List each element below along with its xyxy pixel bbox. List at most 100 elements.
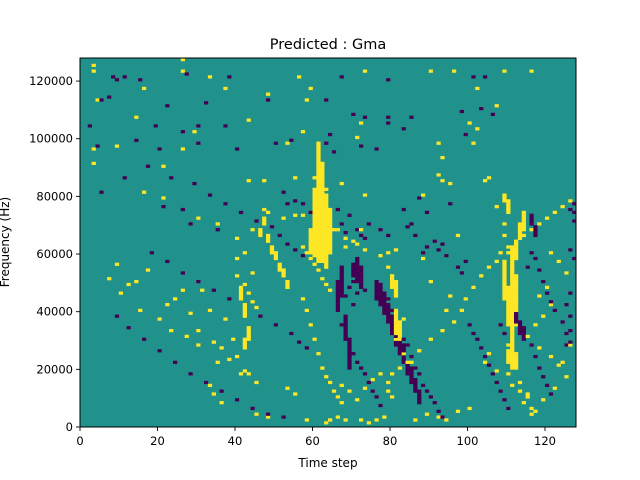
- heatmap-cell-low: [417, 392, 422, 396]
- heatmap-cell-low: [207, 193, 213, 197]
- heatmap-cell-low: [339, 222, 344, 226]
- heatmap-cell-high: [215, 222, 220, 226]
- heatmap-cell-high: [316, 207, 321, 212]
- heatmap-cell-high: [320, 179, 325, 183]
- heatmap-cell-high: [339, 401, 344, 405]
- heatmap-cell-high: [506, 320, 511, 324]
- heatmap-cell-low: [351, 265, 356, 269]
- heatmap-cell-low: [537, 366, 542, 370]
- heatmap-cell-high: [506, 354, 511, 359]
- plot-area: [80, 58, 577, 427]
- heatmap-cell-low: [386, 121, 391, 125]
- heatmap-cell-low: [180, 130, 185, 134]
- heatmap-cell-high: [506, 202, 511, 206]
- heatmap-cell-high: [316, 251, 321, 255]
- heatmap-cell-high: [320, 199, 325, 203]
- heatmap-cell-low: [490, 112, 495, 116]
- heatmap-cell-low: [386, 297, 391, 301]
- heatmap-cell-low: [386, 115, 391, 119]
- heatmap-cell-high: [242, 337, 247, 341]
- heatmap-cell-high: [320, 216, 325, 220]
- heatmap-cell-high: [293, 176, 298, 180]
- heatmap-cell-high: [188, 311, 193, 315]
- heatmap-cell-low: [444, 254, 449, 258]
- heatmap-cell-high: [548, 251, 554, 255]
- heatmap-cell-high: [269, 245, 275, 249]
- heatmap-cell-low: [196, 279, 201, 284]
- heatmap-cell-high: [521, 219, 526, 223]
- heatmap-cell-high: [506, 357, 511, 362]
- heatmap-cell-high: [281, 216, 286, 220]
- heatmap-cell-low: [374, 297, 379, 301]
- heatmap-cell-low: [308, 210, 313, 215]
- heatmap-cell-high: [409, 360, 414, 364]
- heatmap-cell-high: [312, 207, 317, 212]
- heatmap-cell-high: [316, 167, 321, 171]
- heatmap-cell-high: [514, 279, 519, 284]
- heatmap-cell-high: [514, 294, 519, 298]
- heatmap-cell-low: [502, 398, 507, 402]
- heatmap-cell-high: [506, 245, 511, 249]
- heatmap-cell-low: [95, 144, 100, 148]
- heatmap-cell-high: [312, 202, 317, 206]
- chart-title: Predicted : Gma: [270, 37, 386, 53]
- heatmap-cell-high: [440, 328, 445, 333]
- heatmap-cell-low: [339, 294, 344, 298]
- heatmap-cell-low: [362, 236, 368, 240]
- heatmap-cell-high: [250, 228, 255, 232]
- heatmap-cell-high: [510, 323, 515, 327]
- x-tick-label: 120: [534, 434, 556, 448]
- heatmap-cell-high: [285, 279, 290, 284]
- heatmap-cell-high: [525, 395, 530, 399]
- heatmap-cell-low: [347, 357, 352, 362]
- heatmap-cell-low: [378, 294, 383, 298]
- heatmap-cell-low: [289, 138, 294, 142]
- heatmap-cell-high: [521, 228, 526, 232]
- heatmap-cell-low: [390, 308, 395, 313]
- heatmap-cell-low: [517, 326, 523, 330]
- heatmap-cell-high: [393, 320, 399, 324]
- heatmap-cell-high: [506, 210, 511, 215]
- heatmap-cell-high: [393, 314, 399, 318]
- heatmap-cell-high: [510, 311, 515, 315]
- heatmap-cell-high: [300, 130, 306, 134]
- heatmap-cell-high: [510, 285, 515, 289]
- heatmap-cell-high: [246, 328, 251, 333]
- heatmap-cell-low: [347, 285, 352, 289]
- heatmap-cell-low: [339, 323, 344, 327]
- heatmap-cell-low: [413, 389, 418, 393]
- heatmap-cell-high: [258, 228, 263, 232]
- heatmap-cell-low: [204, 380, 209, 385]
- heatmap-cell-high: [316, 352, 321, 356]
- heatmap-cell-high: [463, 297, 468, 301]
- heatmap-cell-low: [521, 337, 526, 341]
- heatmap-cell-high: [308, 242, 313, 246]
- heatmap-cell-high: [297, 75, 302, 79]
- heatmap-cell-high: [359, 121, 364, 125]
- heatmap-cell-low: [227, 75, 232, 79]
- heatmap-cell-high: [529, 228, 534, 232]
- heatmap-cell-high: [506, 285, 511, 289]
- heatmap-cell-high: [494, 205, 499, 209]
- heatmap-cell-high: [506, 314, 511, 318]
- heatmap-cell-high: [118, 291, 123, 295]
- heatmap-cell-high: [316, 147, 321, 151]
- heatmap-cell-high: [521, 222, 526, 226]
- heatmap-cell-high: [510, 360, 515, 364]
- y-tick-label: 80000: [36, 189, 73, 203]
- heatmap-cell-high: [417, 349, 422, 353]
- y-tick-label: 100000: [29, 132, 73, 146]
- heatmap-cell-high: [421, 256, 426, 261]
- heatmap-cell-high: [502, 196, 507, 200]
- heatmap-cell-high: [502, 259, 507, 264]
- heatmap-cell-low: [471, 75, 476, 79]
- heatmap-cell-low: [339, 282, 344, 287]
- heatmap-cell-high: [316, 193, 321, 197]
- heatmap-cell-high: [316, 164, 321, 168]
- heatmap-cell-high: [502, 277, 507, 281]
- heatmap-cell-high: [316, 153, 321, 157]
- heatmap-cell-high: [324, 207, 329, 212]
- heatmap-cell-high: [390, 285, 395, 289]
- heatmap-cell-high: [328, 245, 333, 249]
- heatmap-cell-high: [324, 421, 329, 425]
